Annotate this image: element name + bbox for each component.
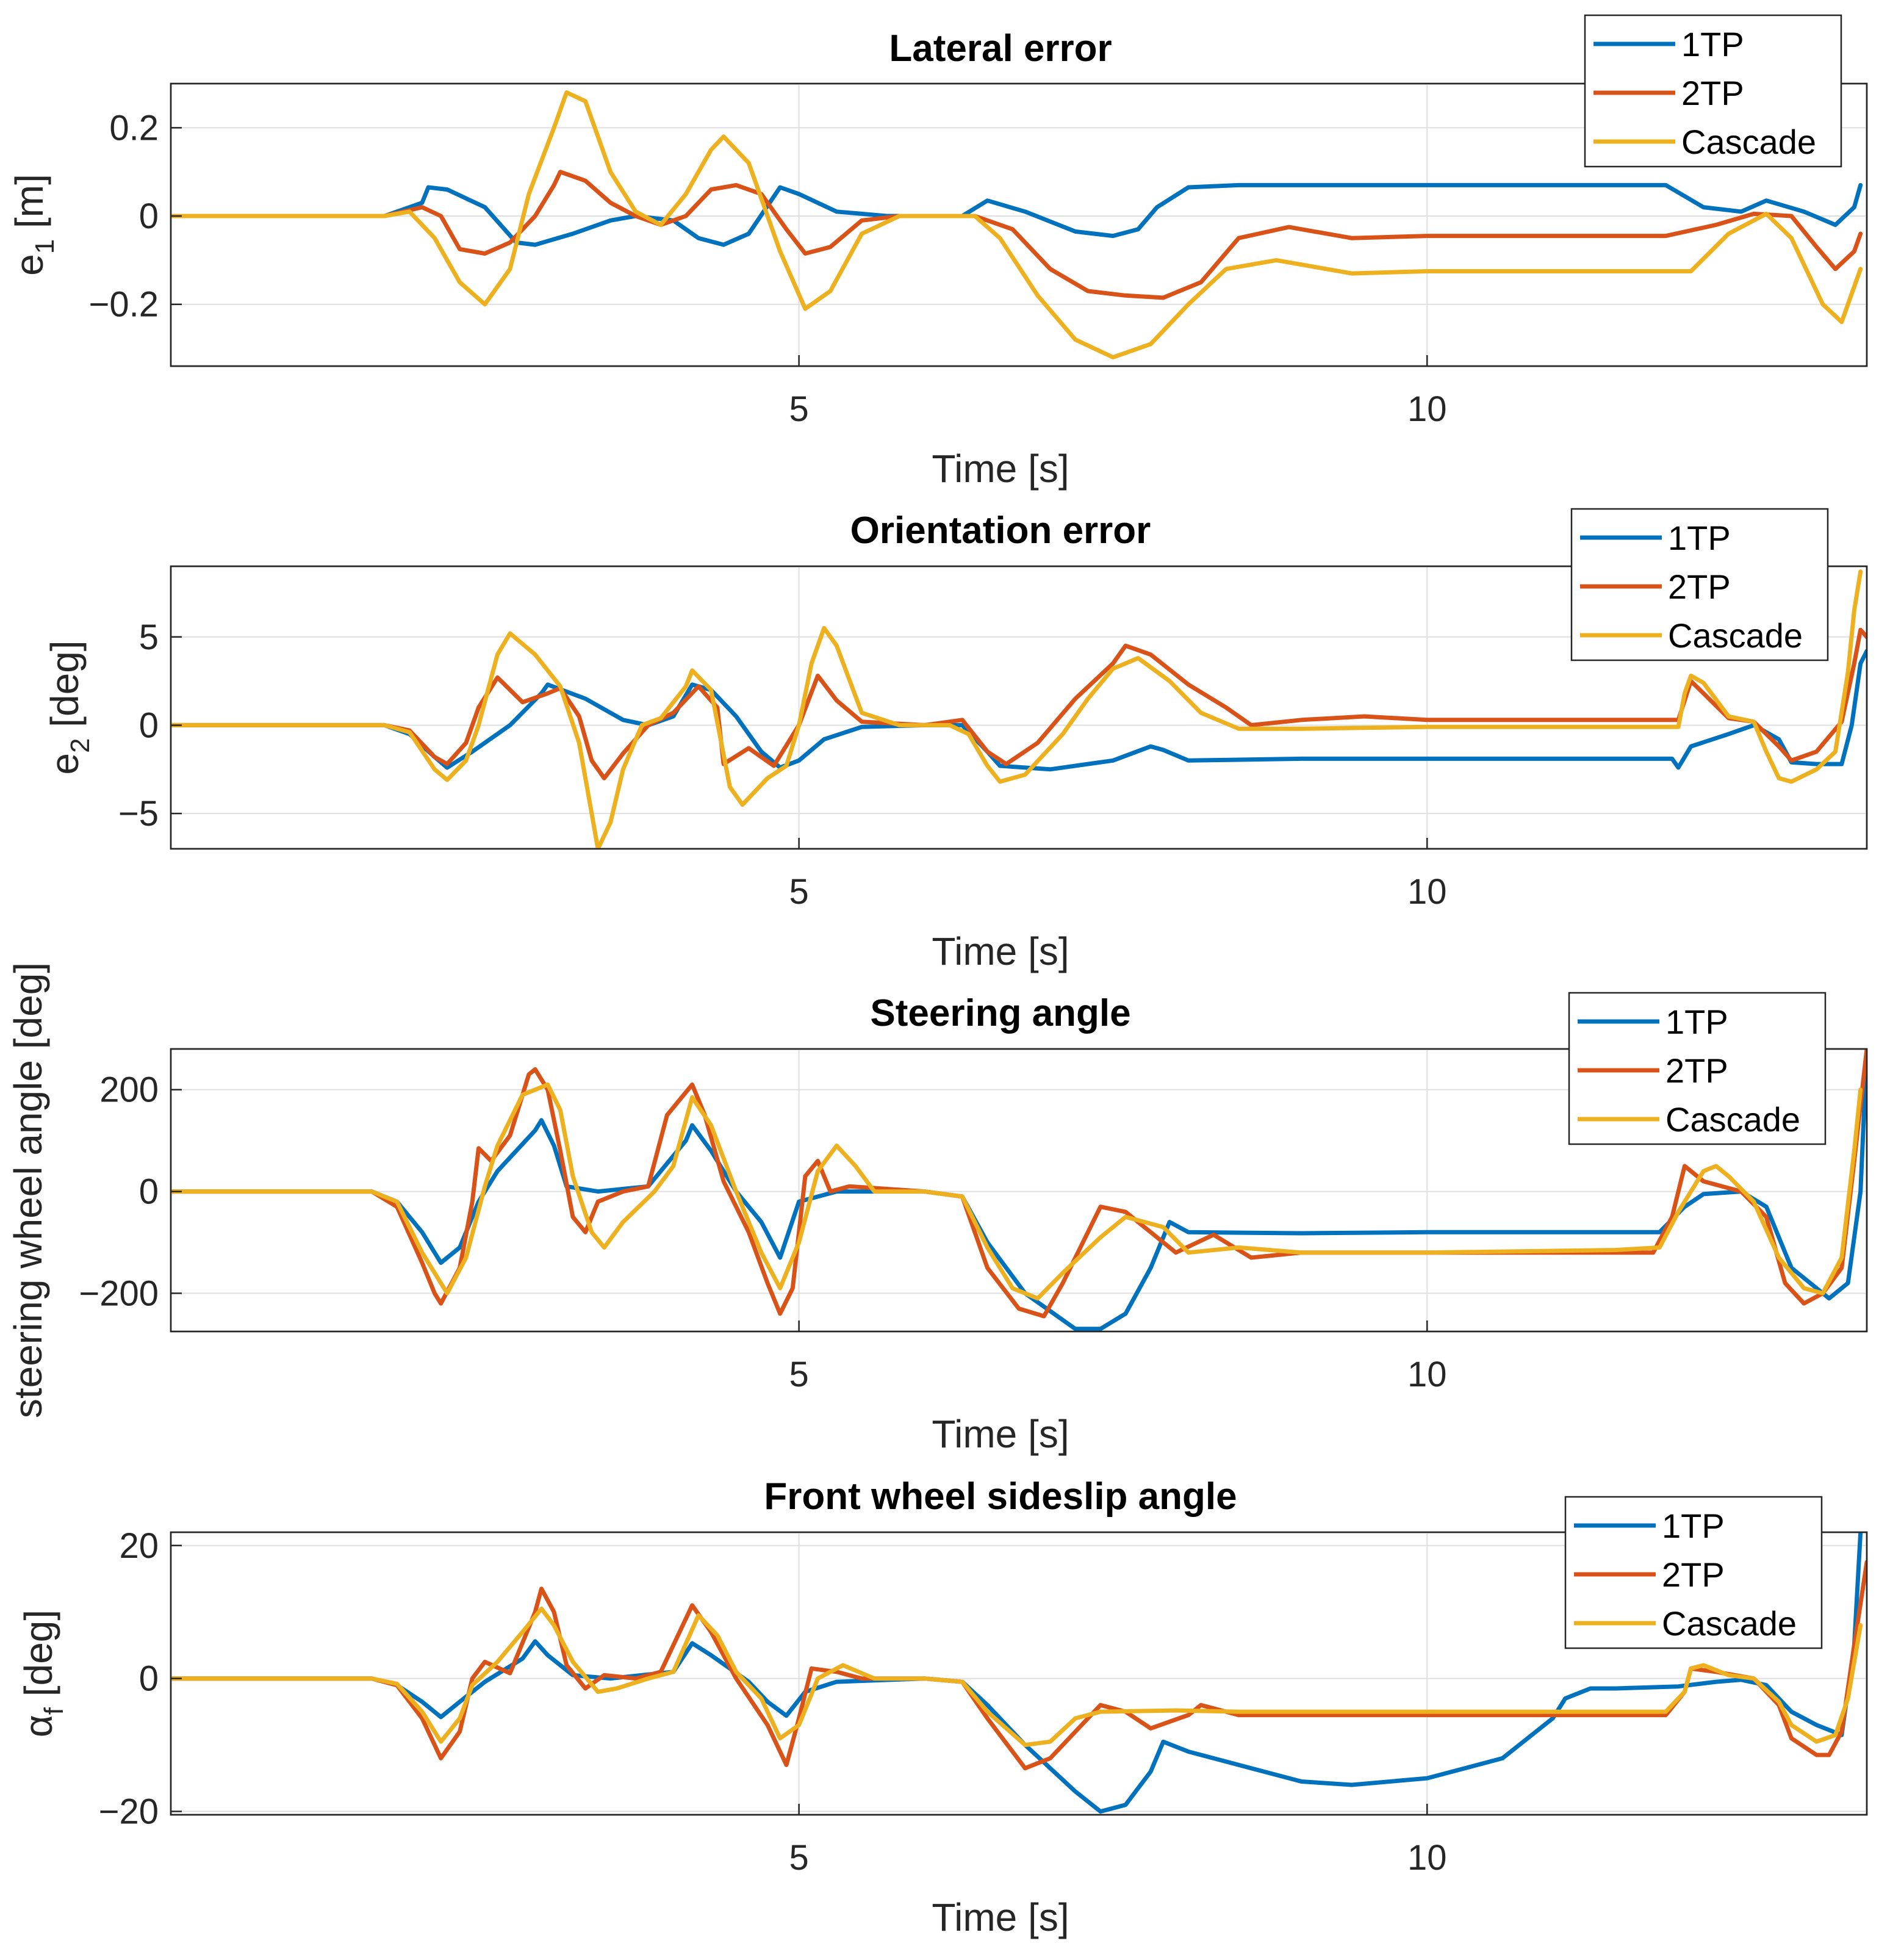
- legend: 1TP 2TP Cascade: [1564, 1496, 1823, 1649]
- legend: 1TP 2TP Cascade: [1584, 14, 1842, 168]
- legend-label-2tp: 2TP: [1668, 567, 1731, 606]
- x-tick-label: 10: [1407, 1355, 1447, 1394]
- y-tick-label: 200: [99, 1070, 159, 1110]
- axes-frame: [170, 1048, 1868, 1333]
- series-line-2tp: [171, 170, 1863, 300]
- series-line-cascade: [171, 1606, 1863, 1748]
- axes-frame: [170, 1531, 1868, 1816]
- x-axis-label: Time [s]: [932, 1412, 1069, 1456]
- plot-panel-2: 5 10 −5 0 5 Orientation error Time [s] e2 [deg]…: [43, 508, 1868, 973]
- x-tick-label: 5: [789, 872, 808, 912]
- legend-label-cascade: Cascade: [1681, 123, 1816, 161]
- series-line-cascade: [171, 1082, 1863, 1301]
- y-tick-label: −5: [118, 794, 159, 834]
- y-axis-label: e1 [m]: [7, 174, 60, 276]
- legend-label-1tp: 1TP: [1668, 519, 1731, 557]
- legend-label-2tp: 2TP: [1662, 1555, 1725, 1594]
- x-tick-label: 10: [1407, 389, 1447, 429]
- y-tick-label: 0: [139, 196, 159, 236]
- chart-title: Lateral error: [889, 27, 1112, 70]
- series-line-cascade: [171, 569, 1863, 849]
- x-tick-label: 10: [1407, 1838, 1447, 1878]
- legend-label-cascade: Cascade: [1665, 1100, 1800, 1139]
- y-axis-label: steering wheel angle [deg]: [6, 962, 50, 1418]
- legend-label-cascade: Cascade: [1662, 1604, 1797, 1643]
- y-tick-label: −0.2: [89, 285, 159, 325]
- y-tick-label: 20: [119, 1526, 159, 1566]
- axes-frame: [170, 565, 1868, 850]
- series-line-1tp: [171, 649, 1867, 772]
- y-axis-label: αf [deg]: [16, 1610, 69, 1737]
- legend: 1TP 2TP Cascade: [1570, 508, 1829, 661]
- x-axis-label: Time [s]: [932, 1895, 1069, 1939]
- series-line-2tp: [171, 1049, 1867, 1319]
- y-tick-label: 0.2: [109, 108, 159, 148]
- x-axis-label: Time [s]: [932, 929, 1069, 973]
- plot-panel-3: 5 10 −200 0 200 Steering angle Time [s] steerin…: [6, 962, 1868, 1456]
- y-tick-label: −200: [79, 1274, 159, 1313]
- axes-frame: [170, 82, 1868, 367]
- x-tick-label: 10: [1407, 872, 1447, 912]
- y-tick-label: 5: [139, 618, 159, 657]
- legend-label-1tp: 1TP: [1681, 25, 1744, 63]
- plot-panel-4: 5 10 −20 0 20 Front wheel sideslip angle Time …: [16, 1475, 1868, 1939]
- y-axis-label: e2 [deg]: [43, 640, 95, 774]
- y-tick-label: 0: [139, 705, 159, 745]
- y-tick-label: −20: [99, 1792, 159, 1832]
- chart-title: Orientation error: [850, 510, 1151, 552]
- y-tick-label: 0: [139, 1172, 159, 1212]
- chart-title: Front wheel sideslip angle: [764, 1475, 1237, 1518]
- plot-panel-1: 5 10 −0.2 0 0.2 Lateral error Time [s] e1 [m] 1T…: [7, 14, 1868, 491]
- x-tick-label: 5: [789, 389, 808, 429]
- x-tick-label: 5: [789, 1355, 808, 1394]
- legend-label-2tp: 2TP: [1665, 1051, 1728, 1090]
- x-tick-label: 5: [789, 1838, 808, 1878]
- legend-label-1tp: 1TP: [1662, 1507, 1725, 1545]
- series-line-2tp: [171, 627, 1867, 780]
- y-tick-label: 0: [139, 1659, 159, 1699]
- plot-area: [170, 82, 1868, 367]
- legend: 1TP 2TP Cascade: [1568, 992, 1827, 1145]
- series-line-cascade: [171, 90, 1863, 359]
- x-axis-label: Time [s]: [932, 447, 1069, 491]
- legend-label-cascade: Cascade: [1668, 616, 1803, 655]
- legend-label-2tp: 2TP: [1681, 74, 1744, 112]
- chart-title: Steering angle: [870, 992, 1130, 1034]
- legend-label-1tp: 1TP: [1665, 1003, 1728, 1041]
